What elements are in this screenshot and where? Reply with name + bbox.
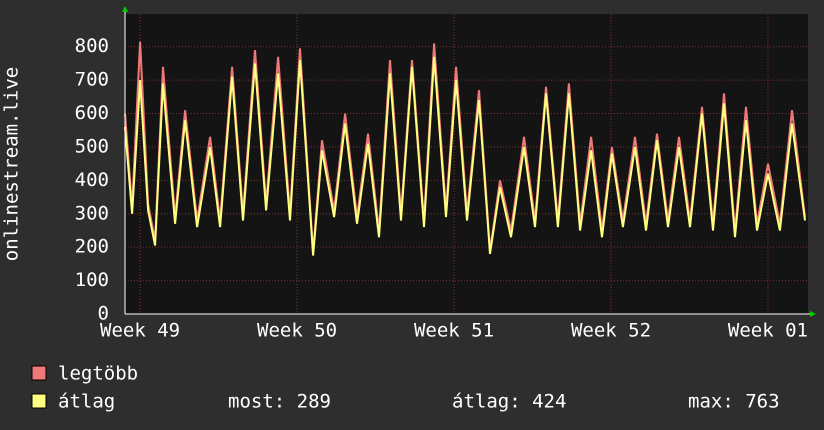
legend-swatch	[31, 393, 47, 409]
y-tick-label: 500	[75, 135, 109, 157]
arrow	[810, 311, 816, 317]
series-line	[124, 56, 806, 256]
y-tick-label: 700	[75, 69, 109, 91]
legend-stat: most: 289	[228, 391, 331, 413]
x-tick-label: Week 51	[414, 320, 494, 342]
y-tick-label: 100	[75, 269, 109, 291]
legend-label: átlag	[58, 391, 115, 413]
x-tick-label: Week 49	[100, 320, 180, 342]
x-tick-label: Week 01	[728, 320, 808, 342]
legend-swatch	[31, 365, 47, 381]
y-tick-label: 200	[75, 236, 109, 258]
x-tick-label: Week 52	[571, 320, 651, 342]
legend: legtöbb átlag most: 289 átlag: 424 max: 763	[31, 363, 780, 413]
legend-stat: átlag: 424	[452, 391, 566, 413]
legend-stat: max: 763	[688, 391, 780, 413]
lines	[124, 41, 806, 256]
plot-area	[125, 14, 808, 314]
y-tick-label: 0	[98, 303, 109, 325]
y-tick-label: 300	[75, 202, 109, 224]
arrow	[122, 6, 128, 12]
y-axis-label: onlinestream.live	[1, 67, 23, 261]
y-tick-label: 800	[75, 35, 109, 57]
y-tick-label: 600	[75, 102, 109, 124]
x-tick-label: Week 50	[257, 320, 337, 342]
y-tick-label: 400	[75, 169, 109, 191]
legend-label: legtöbb	[58, 363, 138, 385]
